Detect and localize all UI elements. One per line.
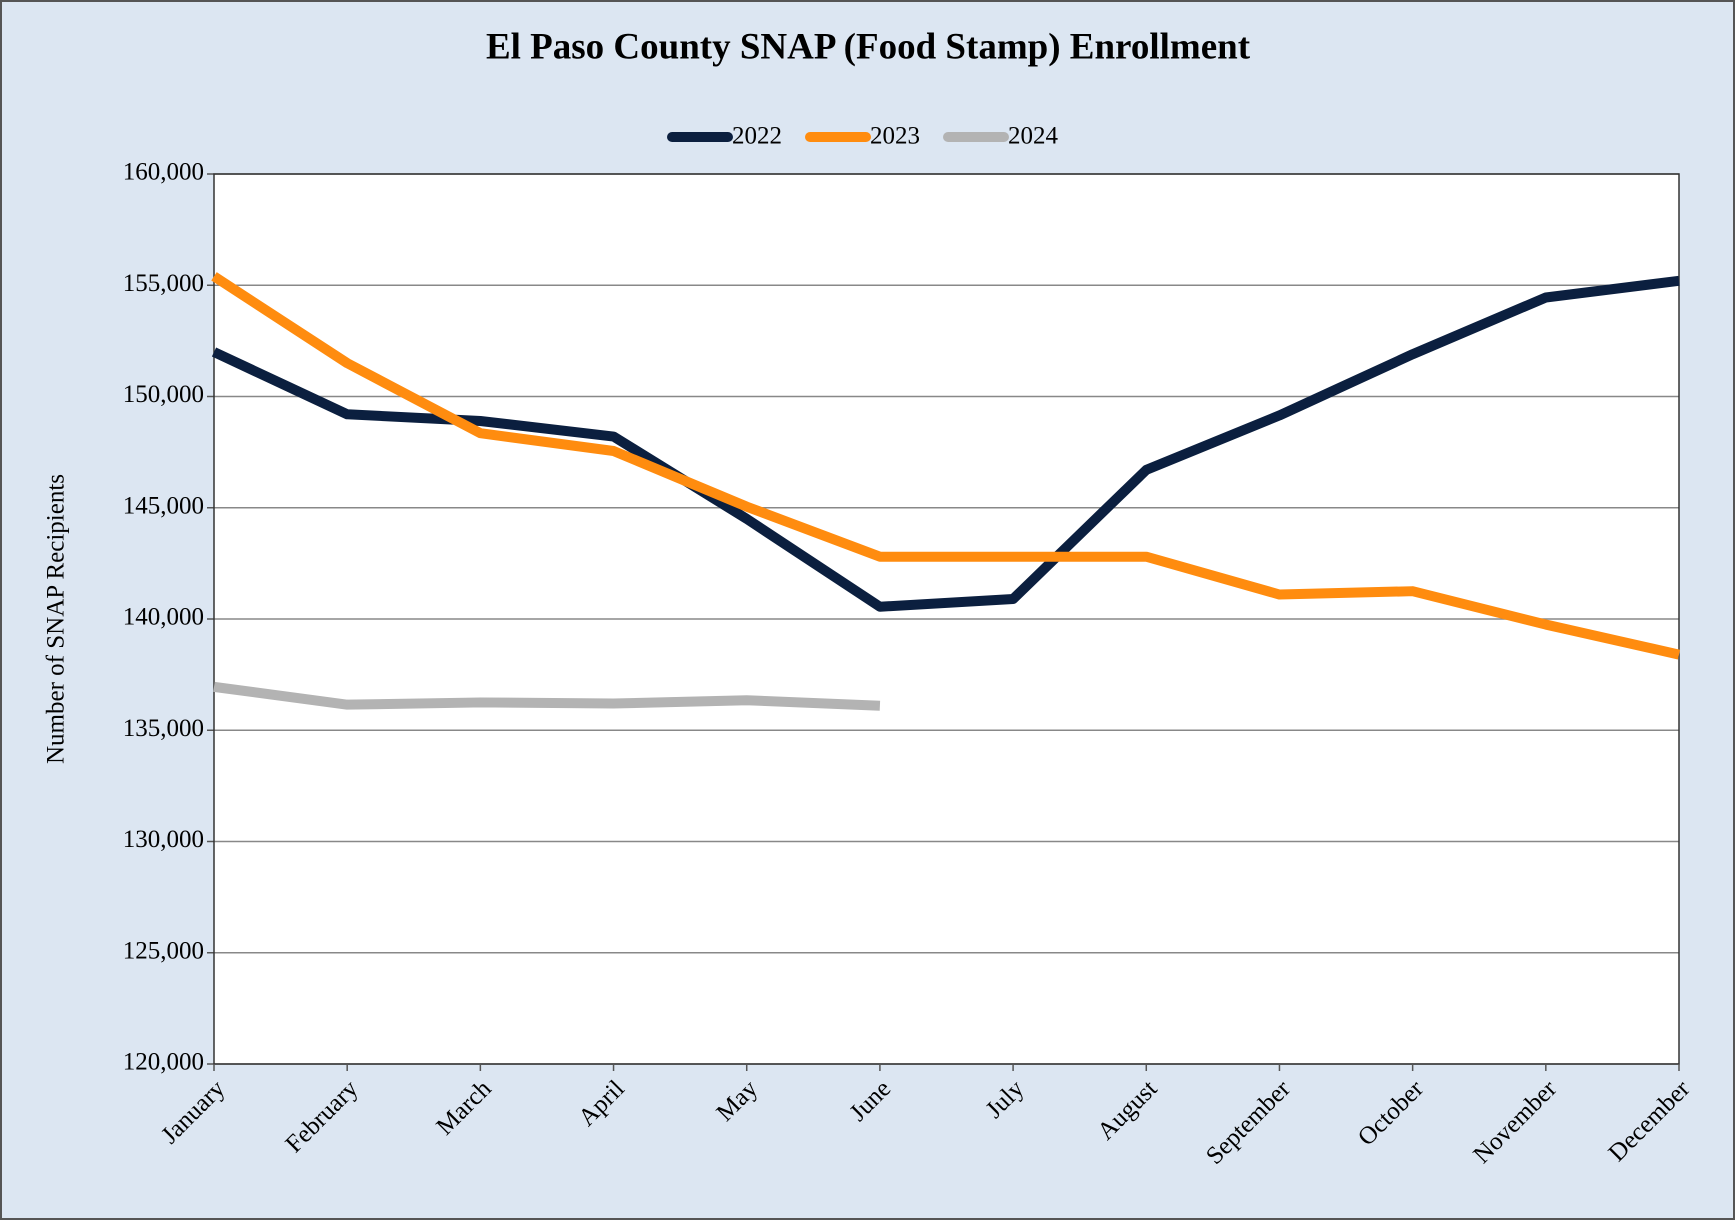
y-axis-label: Number of SNAP Recipients: [43, 474, 70, 764]
y-tick-label: 130,000: [123, 826, 204, 853]
y-tick-label: 155,000: [123, 270, 204, 297]
line-series: [213, 681, 881, 711]
y-tick-label: 150,000: [123, 381, 204, 408]
line-series: [211, 272, 1681, 660]
y-tick-label: 120,000: [123, 1049, 204, 1076]
y-tick-label: 140,000: [123, 604, 204, 631]
y-tick-label: 145,000: [123, 492, 204, 519]
legend-label: 2023: [870, 123, 920, 150]
chart-title: El Paso County SNAP (Food Stamp) Enrollm…: [486, 26, 1251, 67]
plot-border: [213, 173, 1680, 1065]
y-tick-label: 135,000: [123, 715, 204, 742]
legend-label: 2022: [732, 123, 782, 150]
y-tick-label: 125,000: [123, 937, 204, 964]
legend-label: 2024: [1008, 123, 1059, 150]
y-tick-label: 160,000: [123, 159, 204, 186]
